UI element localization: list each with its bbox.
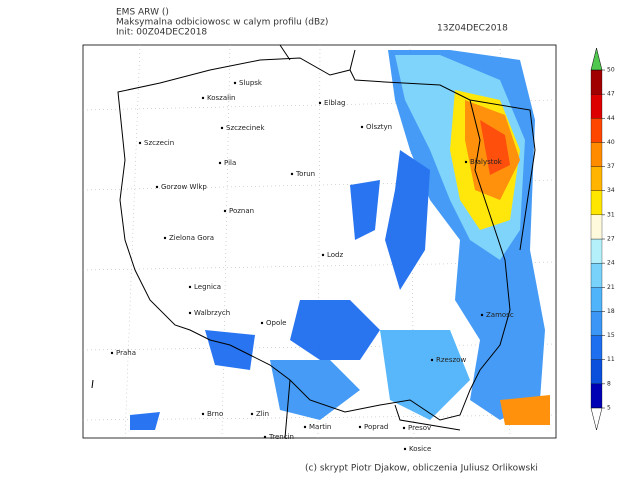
colorbar-band xyxy=(590,93,603,119)
city-dot xyxy=(201,412,205,416)
colorbar-label: 5 xyxy=(607,405,611,412)
map: Slupsk Koszalin Elblag Szczecinek Olsztyn Szc… xyxy=(82,44,557,453)
colorbar-band xyxy=(590,383,603,409)
city-label: Zlin xyxy=(256,410,269,418)
colorbar-label: 8 xyxy=(607,380,611,387)
colorbar-label: 27 xyxy=(607,236,615,243)
colorbar-band xyxy=(590,190,603,216)
colorbar-label: 47 xyxy=(607,91,615,98)
city-label: Presov xyxy=(408,424,431,432)
init-time: Init: 00Z04DEC2018 xyxy=(116,28,207,38)
city-dot xyxy=(303,425,307,429)
city-dot xyxy=(110,351,114,355)
city-label: Legnica xyxy=(194,283,221,291)
precipitation xyxy=(130,50,550,430)
city-dot xyxy=(138,141,142,145)
city-dot xyxy=(402,426,406,430)
city-dot xyxy=(360,125,364,129)
colorbar-band xyxy=(590,214,603,240)
colorbar-label: 50 xyxy=(607,67,615,74)
city-label: Poznan xyxy=(229,207,254,215)
city-dot xyxy=(218,161,222,165)
colorbar-band xyxy=(590,238,603,264)
city-label: Martin xyxy=(309,423,331,431)
colorbar-band xyxy=(590,262,603,288)
city-dot xyxy=(290,172,294,176)
city-label: Bialystok xyxy=(470,158,503,166)
colorbar-under xyxy=(590,407,603,431)
colorbar-band xyxy=(590,311,603,336)
city-label: Pila xyxy=(224,159,236,167)
city-label: Walbrzych xyxy=(194,309,230,317)
city-dot xyxy=(260,321,264,325)
colorbar-label: 21 xyxy=(607,284,615,291)
city-label: Zamosc xyxy=(486,311,514,319)
city-label: Lodz xyxy=(327,251,344,259)
city-label: Rzeszow xyxy=(436,356,466,364)
colorbar-label: 37 xyxy=(607,163,615,170)
city-label: Poprad xyxy=(364,423,388,431)
city-dot xyxy=(188,285,192,289)
colorbar-band xyxy=(590,166,603,191)
city-dot xyxy=(201,96,205,100)
city-label: Szczecin xyxy=(144,139,174,147)
city-dot xyxy=(250,412,254,416)
city-dot xyxy=(163,236,167,240)
borders xyxy=(91,44,536,439)
city-dot xyxy=(464,160,468,164)
city-dot xyxy=(321,253,325,257)
city-dot xyxy=(480,313,484,317)
city-label: Torun xyxy=(295,170,315,178)
colorbar-label: 18 xyxy=(607,308,615,315)
colorbar-label: 11 xyxy=(607,356,615,363)
city-dot xyxy=(318,101,322,105)
colorbar-band xyxy=(590,142,603,167)
city-label: Praha xyxy=(116,349,136,357)
colorbar-band xyxy=(590,118,603,143)
model-title: EMS ARW () xyxy=(116,8,169,18)
city-label: Brno xyxy=(207,410,223,418)
colorbar-band xyxy=(590,287,603,312)
colorbar-label: 34 xyxy=(607,187,615,194)
city-label: Opole xyxy=(266,319,287,327)
credits: (c) skrypt Piotr Djakow, obliczenia Juli… xyxy=(305,464,538,474)
city-label: Gorzow Wlkp xyxy=(161,183,207,191)
city-dot xyxy=(188,311,192,315)
city-label: Elblag xyxy=(324,99,346,107)
colorbar-label: 44 xyxy=(607,115,615,122)
colorbar-band xyxy=(590,335,603,360)
colorbar-label: 15 xyxy=(607,332,615,339)
colorbar-band xyxy=(590,359,603,385)
city-label: Szczecinek xyxy=(226,124,265,132)
city-dot xyxy=(403,447,407,451)
valid-time: 13Z04DEC2018 xyxy=(437,24,508,34)
city-dot xyxy=(430,358,434,362)
city-dot xyxy=(223,209,227,213)
city-label: Olsztyn xyxy=(366,123,392,131)
city-dot xyxy=(155,185,159,189)
city-dot xyxy=(233,81,237,85)
city-label: Koszalin xyxy=(207,94,235,102)
city-dot xyxy=(263,435,267,439)
field-title: Maksymalna odbiciowosc w calym profilu (… xyxy=(116,18,328,28)
city-label: Zielona Gora xyxy=(169,234,214,242)
cities: Slupsk Koszalin Elblag Szczecinek Olsztyn Szc… xyxy=(110,79,514,453)
city-label: Kosice xyxy=(409,445,431,453)
city-label: Trencin xyxy=(268,433,294,441)
city-dot xyxy=(220,126,224,130)
colorbar-label: 31 xyxy=(607,211,615,218)
colorbar-over xyxy=(590,47,603,71)
colorbar-label: 24 xyxy=(607,260,615,267)
colorbar-band xyxy=(590,69,603,95)
colorbar: 5 8 11 15 18 21 24 27 31 34 37 40 44 47 50 xyxy=(590,47,615,431)
city-label: Slupsk xyxy=(239,79,263,87)
colorbar-label: 40 xyxy=(607,139,615,146)
city-dot xyxy=(358,425,362,429)
